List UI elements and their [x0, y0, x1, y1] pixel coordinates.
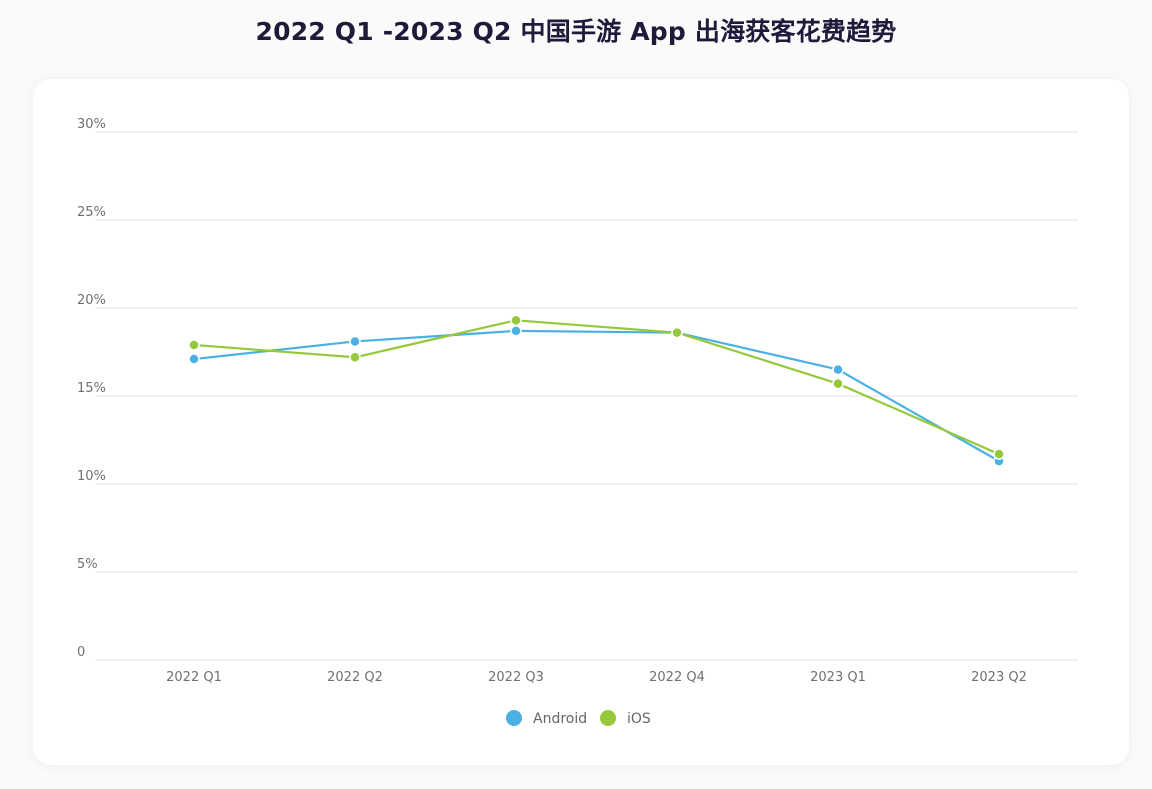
series-line-ios: [192, 319, 1001, 456]
y-tick-label: 20%: [77, 293, 106, 308]
x-tick-label: 2022 Q2: [327, 670, 383, 685]
chart-title: 2022 Q1 -2023 Q2 中国手游 App 出海获客花费趋势: [255, 17, 897, 46]
data-point-ios: [671, 326, 683, 339]
x-tick-label: 2023 Q1: [810, 670, 866, 685]
legend-label-ios: iOS: [627, 711, 651, 727]
data-point-android: [188, 353, 200, 365]
data-point-ios: [510, 314, 522, 327]
legend-swatch-android: [506, 710, 522, 726]
y-tick-label: 0: [77, 645, 85, 660]
data-point-ios: [188, 339, 200, 351]
y-tick-label: 30%: [77, 117, 106, 132]
data-point-android: [832, 363, 844, 376]
series-line-android: [192, 329, 1001, 463]
y-tick-label: 5%: [77, 557, 98, 572]
x-tick-label: 2022 Q4: [649, 670, 705, 685]
line-chart: 0 5% 10% 15% 20% 25% 30% 2022 Q1 2022 Q2 2022 Q3 2…: [77, 117, 1078, 727]
data-point-android: [349, 335, 361, 348]
data-point-ios: [349, 351, 361, 364]
chart-card: 0 5% 10% 15% 20% 25% 30% 2022 Q1 2022 Q2 2022 Q3 2…: [33, 79, 1129, 765]
legend-swatch-ios: [600, 710, 616, 726]
y-tick-label: 25%: [77, 205, 106, 220]
y-tick-label: 15%: [77, 381, 106, 396]
legend-label-android: Android: [533, 711, 587, 727]
x-tick-label: 2022 Q3: [488, 670, 544, 685]
y-tick-label: 10%: [77, 469, 106, 484]
x-tick-label: 2022 Q1: [166, 670, 222, 685]
data-point-android: [510, 325, 522, 337]
x-tick-label: 2023 Q2: [971, 670, 1027, 685]
data-point-ios: [993, 448, 1005, 460]
data-point-ios: [832, 377, 844, 390]
